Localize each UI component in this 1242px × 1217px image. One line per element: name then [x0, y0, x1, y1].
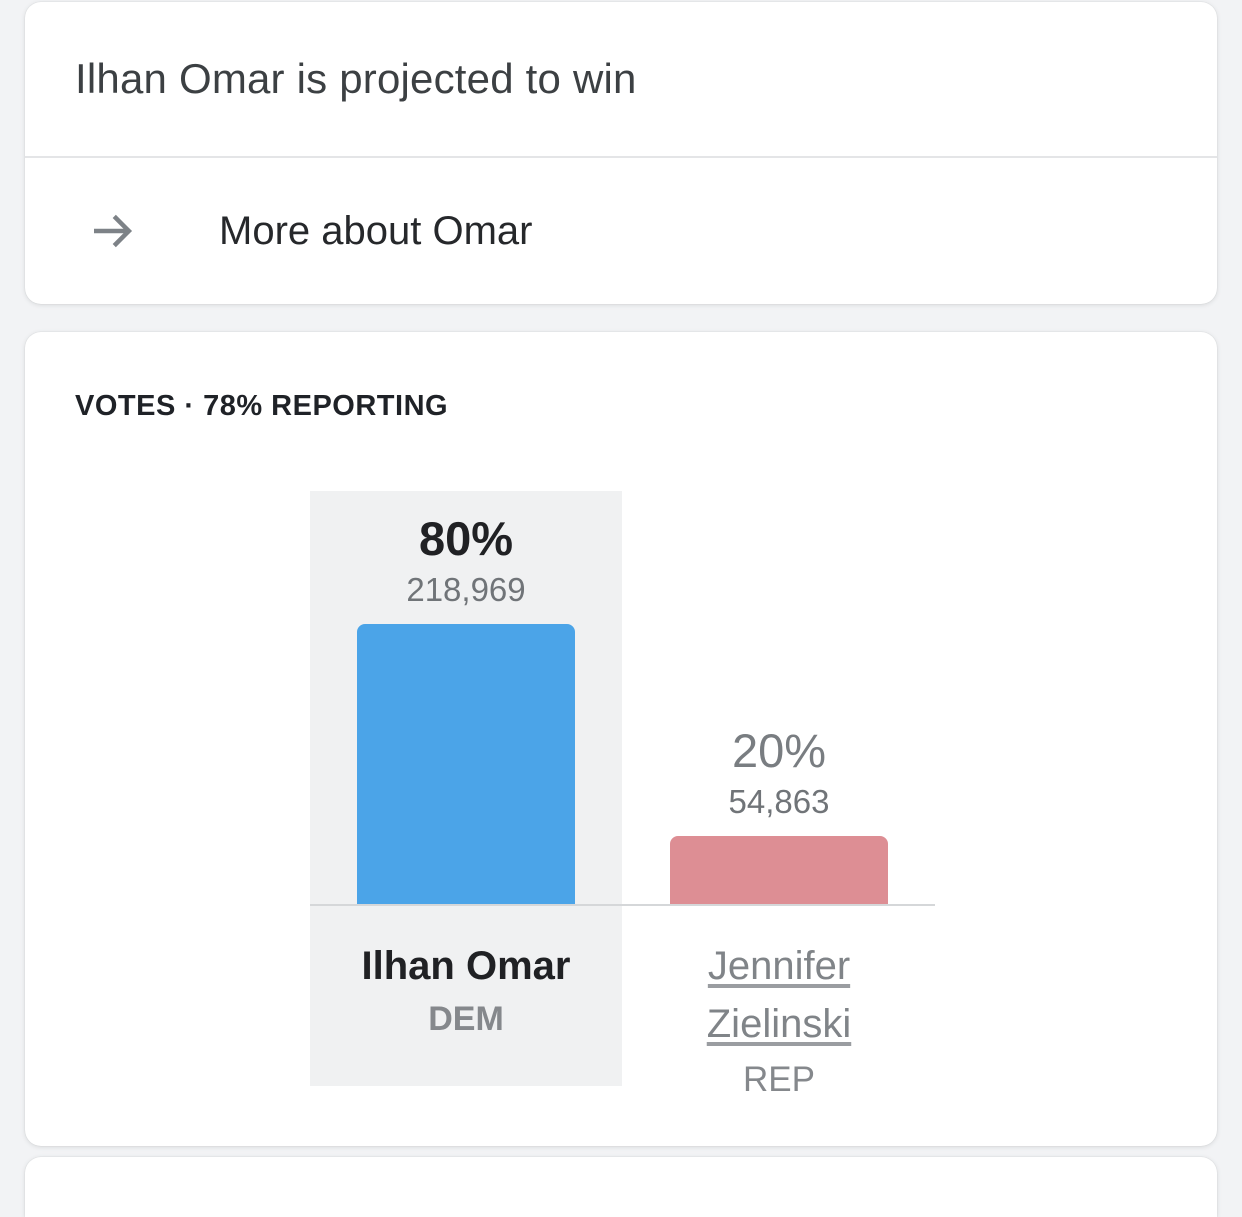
winner-candidate-name: Ilhan Omar	[361, 944, 571, 988]
winner-party-label: DEM	[428, 1000, 504, 1038]
next-card-partial	[25, 1157, 1217, 1217]
election-results-page: { "projection_card": { "headline": "Ilha…	[25, 2, 1217, 1217]
more-about-link[interactable]: More about Omar	[25, 158, 1217, 304]
dem-vote-bar	[357, 624, 575, 906]
winner-percent: 80%	[418, 512, 514, 565]
winner-stats: 80% 218,969	[310, 511, 622, 610]
card-divider	[25, 156, 1217, 158]
winner-vote-count: 218,969	[406, 571, 526, 608]
votes-reporting-header: VOTES · 78% REPORTING	[75, 390, 449, 422]
loser-party-label: REP	[743, 1060, 815, 1099]
loser-percent: 20%	[731, 724, 827, 777]
arrow-right-icon	[85, 204, 139, 258]
projection-headline: Ilhan Omar is projected to win	[75, 55, 637, 102]
chart-baseline	[310, 904, 935, 906]
loser-vote-count: 54,863	[728, 783, 830, 820]
loser-candidate-name-link[interactable]: Jennifer Zielinski	[706, 944, 852, 1046]
winner-label-block: Ilhan Omar DEM	[310, 937, 622, 1042]
rep-vote-bar	[670, 836, 888, 906]
projection-card: Ilhan Omar is projected to win More abou…	[25, 2, 1217, 304]
loser-label-block: Jennifer Zielinski REP	[623, 937, 935, 1103]
votes-card: VOTES · 78% REPORTING 80% 218,969 20% 54…	[25, 332, 1217, 1146]
votes-bar-chart: 80% 218,969 20% 54,863 Ilhan Omar DEM Je…	[310, 491, 935, 1099]
projection-headline-row: Ilhan Omar is projected to win	[25, 2, 1217, 156]
loser-stats: 20% 54,863	[623, 723, 935, 822]
more-about-label: More about Omar	[219, 208, 533, 253]
